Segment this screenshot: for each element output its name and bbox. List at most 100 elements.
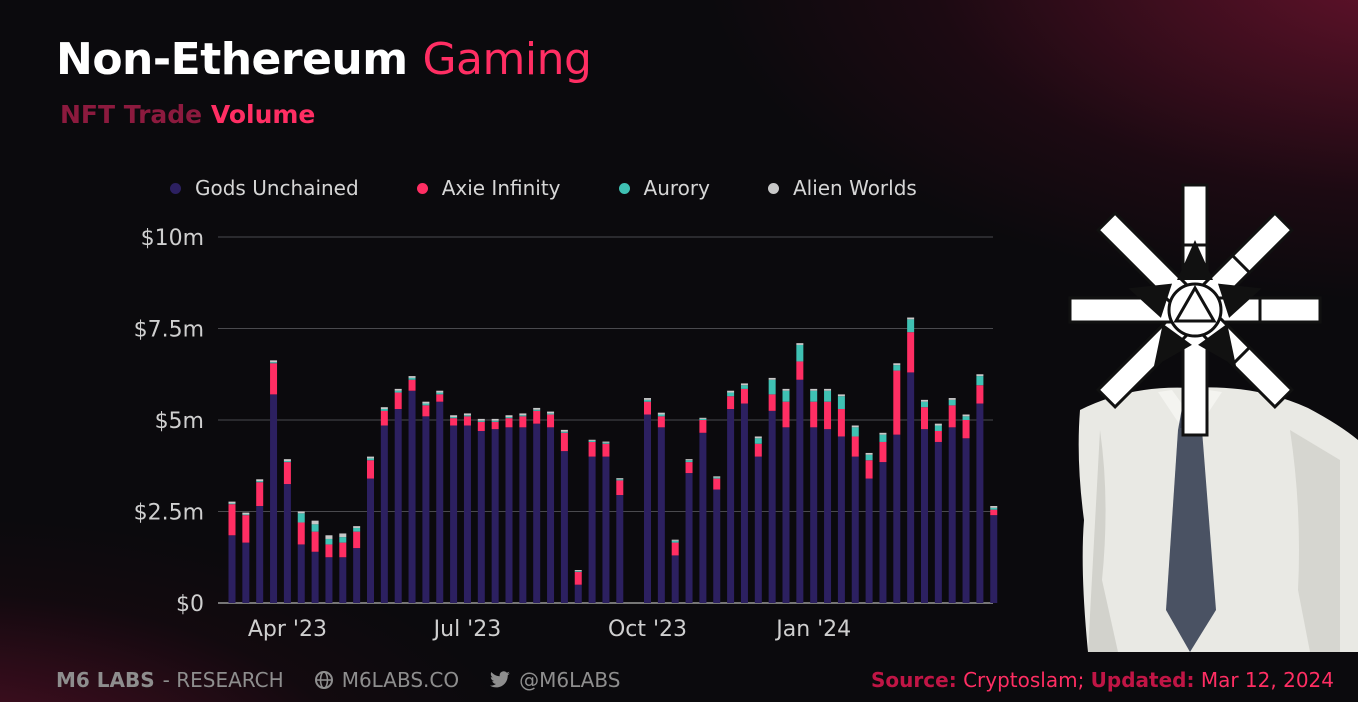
bar-segment (740, 403, 748, 603)
bar-segment (685, 460, 693, 463)
bar-segment (962, 414, 970, 417)
legend-dot (416, 182, 428, 194)
bar-segment (450, 417, 458, 419)
bar-segment (644, 401, 651, 415)
bar-segment (934, 441, 942, 603)
bar-segment (893, 365, 901, 371)
bar-segment (976, 374, 984, 377)
bar-segment (727, 409, 735, 603)
y-tick-label: $10m (141, 226, 204, 251)
bar-segment (893, 434, 901, 603)
source-value: Cryptoslam; (963, 668, 1085, 692)
bar-segment (907, 372, 915, 603)
bar-segment (837, 396, 845, 410)
bar-segment (685, 473, 693, 603)
updated-label: Updated: (1090, 668, 1195, 692)
bar-segment (436, 394, 444, 402)
footer-source: Source: Cryptoslam; Updated: Mar 12, 202… (871, 668, 1334, 692)
bar-segment (270, 394, 278, 603)
bar-segment (477, 418, 485, 421)
bar-segment (270, 362, 278, 364)
bar-segment (782, 401, 790, 428)
bar-segment (422, 416, 430, 603)
x-tick-label: Jan '24 (774, 617, 851, 642)
bar-segment (463, 413, 471, 416)
bar-segment (740, 388, 748, 404)
bar-segment (616, 495, 624, 603)
bar-segment (353, 531, 361, 549)
bar-segment (491, 429, 499, 603)
bar-segment (921, 407, 928, 430)
title-accent: Gaming (422, 34, 592, 85)
legend-label: Alien Worlds (792, 176, 917, 200)
bar-segment (685, 462, 693, 474)
footer-website[interactable]: M6LABS.CO (314, 668, 459, 692)
footer-twitter[interactable]: @M6LABS (489, 668, 620, 692)
bar-segment (851, 427, 859, 437)
bar-segment (990, 506, 998, 508)
bar-segment (297, 513, 305, 523)
bar-segment (713, 478, 721, 490)
legend-dot (767, 182, 779, 194)
bar-segment (228, 535, 236, 603)
bar-segment (505, 417, 513, 419)
bar-segment (657, 427, 665, 603)
bar-segment (851, 456, 859, 603)
bar-segment (256, 506, 264, 603)
bar-segment (602, 443, 610, 457)
bar-segment (837, 409, 845, 437)
bar-segment (242, 515, 250, 543)
bar-segment (768, 410, 776, 603)
bar-segment (380, 407, 388, 410)
bar-segment (547, 411, 555, 414)
bar-segment (976, 376, 984, 386)
bar-segment (782, 390, 790, 402)
bar-segment (547, 414, 555, 428)
bar-segment (270, 360, 278, 363)
bar-segment (394, 409, 402, 603)
bar-segment (367, 460, 374, 479)
bar-segment (727, 392, 735, 397)
bar-segment (297, 544, 305, 603)
bar-segment (948, 399, 956, 406)
bar-segment (408, 390, 416, 603)
bar-segment (768, 377, 776, 380)
bar-segment (768, 394, 776, 411)
legend-dot (618, 182, 630, 194)
x-tick-label: Apr '23 (248, 617, 327, 642)
bar-segment (422, 405, 430, 417)
bar-segment (560, 429, 568, 432)
footer-twitter-label: @M6LABS (519, 668, 621, 692)
bar-segment (394, 392, 402, 410)
bar-segment (921, 401, 928, 408)
bar-segment (380, 409, 388, 411)
bar-segment (367, 478, 374, 603)
bar-segment (297, 522, 305, 545)
bar-segment (907, 317, 915, 320)
bar-segment (671, 539, 679, 541)
bar-segment (879, 441, 887, 463)
bar-segment (560, 432, 568, 452)
twitter-bird-icon (490, 671, 510, 688)
bar-segment (436, 392, 444, 395)
bar-segment (533, 423, 541, 603)
source-label: Source: (871, 668, 957, 692)
y-tick-label: $5m (155, 409, 204, 434)
bar-segment (311, 551, 319, 603)
bar-segment (713, 489, 721, 603)
bar-segment (602, 441, 610, 443)
bar-segment (519, 413, 527, 416)
legend-label: Aurory (643, 176, 710, 200)
bar-segment (491, 421, 499, 430)
bar-segment (477, 421, 485, 431)
bar-segment (519, 427, 527, 603)
bar-segment (339, 542, 347, 558)
bar-segment (934, 423, 942, 426)
bar-segment (934, 425, 942, 431)
bar-segment (699, 417, 707, 419)
page-subtitle: NFT Trade Volume (60, 100, 315, 129)
bar-segment (325, 544, 333, 558)
bar-segment (671, 555, 679, 603)
star-head-figure-icon (1068, 183, 1358, 652)
bar-segment (671, 542, 679, 556)
